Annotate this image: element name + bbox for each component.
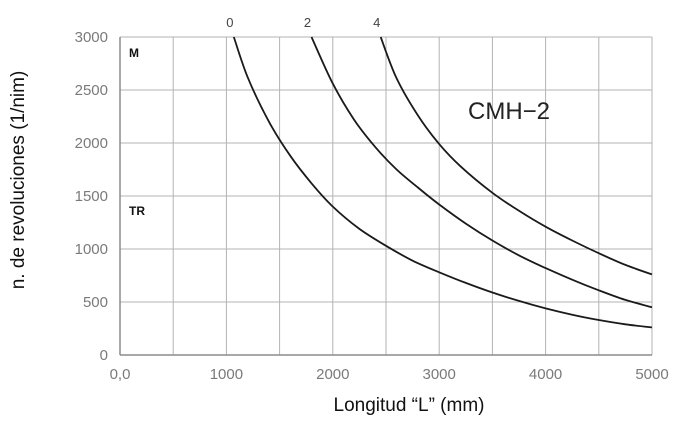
curve-series-2: [310, 36, 653, 309]
x-axis-label: Longitud “L” (mm): [334, 395, 485, 416]
x-tick-label: 1000: [210, 366, 243, 383]
annotation-m: M: [129, 46, 139, 60]
y-axis-label: n. de revoluciones (1/nim): [8, 71, 29, 290]
y-tick-label: 3000: [75, 29, 108, 46]
series-top-label: 2: [304, 15, 311, 30]
y-tick-label: 2500: [75, 82, 108, 99]
series-top-label: 4: [373, 15, 380, 30]
curve-series-0: [232, 36, 653, 329]
series-top-labels: 0 2 4: [226, 15, 380, 30]
y-tick-label: 0: [100, 347, 108, 364]
chart-title: CMH−2: [468, 98, 550, 125]
x-tick-label: 0,0: [110, 366, 131, 383]
tick-labels: 0,0 1000 2000 3000 4000 5000 0 500 1000 1500 2000 2…: [75, 29, 669, 383]
series-curves: [232, 36, 653, 329]
grid: [119, 36, 653, 356]
series-top-label: 0: [226, 15, 233, 30]
x-tick-label: 4000: [529, 366, 562, 383]
curve-series-4: [379, 36, 653, 276]
x-tick-label: 2000: [316, 366, 349, 383]
y-tick-label: 2000: [75, 135, 108, 152]
annotation-tr: TR: [129, 204, 145, 218]
y-tick-label: 1000: [75, 241, 108, 258]
y-tick-label: 1500: [75, 188, 108, 205]
x-tick-label: 5000: [635, 366, 668, 383]
x-tick-label: 3000: [423, 366, 456, 383]
y-tick-label: 500: [83, 294, 108, 311]
